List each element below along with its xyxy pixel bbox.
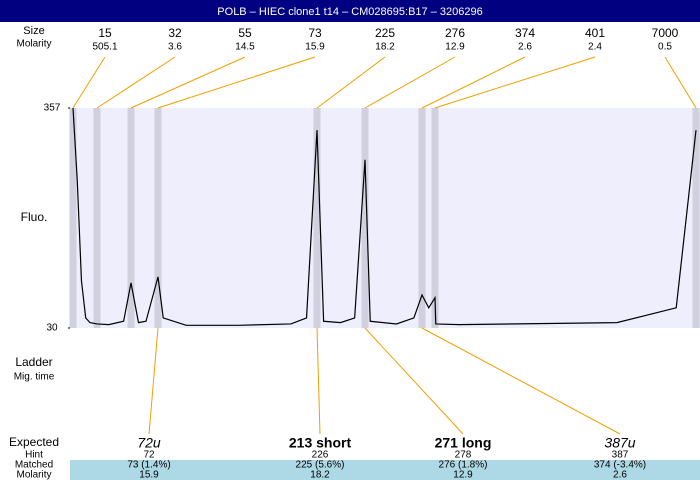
molarity-label: Molarity	[16, 39, 51, 50]
fragment-hint: 278	[455, 450, 472, 461]
fragment-name: 387u	[604, 435, 635, 451]
matched-label: Matched	[15, 460, 53, 471]
ladder-band	[361, 108, 369, 328]
ladder-size: 32	[168, 26, 182, 40]
ladder-size: 225	[375, 26, 395, 40]
hint-label: Hint	[25, 450, 43, 461]
fragment-molarity: 15.9	[139, 470, 159, 480]
ladder-molarity: 505.1	[92, 42, 117, 53]
expected-label: Expected	[9, 435, 59, 449]
ladder-band	[154, 108, 162, 328]
ladder-label: Size	[23, 25, 44, 37]
ladder-link	[130, 56, 246, 109]
fragment-link	[316, 327, 321, 435]
ladder-size: 73	[308, 26, 322, 40]
y-tick-label: 357	[44, 103, 61, 114]
trace	[72, 107, 697, 326]
ladder-link	[72, 56, 106, 109]
ladder-link	[421, 56, 526, 109]
fragment-molarity: 12.9	[453, 470, 473, 480]
fragment-matched: 225 (5.6%)	[296, 460, 345, 471]
ladder-link	[434, 56, 596, 109]
fragment-name: 72u	[137, 435, 161, 451]
fragment-hint: 72	[143, 450, 155, 461]
ladder-molarity: 3.6	[168, 42, 182, 53]
ladder-band	[692, 108, 700, 328]
ladder-link	[157, 56, 316, 109]
ladder-size: 55	[238, 26, 252, 40]
ladder-molarity: 15.9	[305, 42, 325, 53]
fragment-name: 271 long	[435, 435, 492, 451]
y-axis-label: Fluo.	[21, 210, 48, 224]
fragment-link	[421, 327, 621, 435]
ladder-size: 7000	[652, 26, 679, 40]
x-axis-sublabel: Mig. time	[14, 372, 55, 383]
ladder-molarity: 2.4	[588, 42, 602, 53]
fragment-matched: 374 (-3.4%)	[594, 460, 646, 471]
fragment-matched: 276 (1.8%)	[439, 460, 488, 471]
ladder-size: 15	[98, 26, 112, 40]
ladder-link	[316, 56, 386, 109]
fragment-link	[148, 327, 159, 435]
fragment-molarity: 2.6	[613, 470, 627, 480]
ladder-molarity: 0.5	[658, 42, 672, 53]
ladder-molarity: 12.9	[445, 42, 465, 53]
ladder-band	[93, 108, 101, 328]
ladder-link	[96, 56, 176, 109]
ladder-band	[313, 108, 321, 328]
matched-band	[70, 460, 700, 480]
ladder-molarity: 14.5	[235, 42, 255, 53]
y-tick-label: 30	[46, 323, 58, 334]
ladder-link	[364, 56, 456, 109]
ladder-molarity: 18.2	[375, 42, 395, 53]
fragment-name: 213 short	[289, 435, 352, 451]
ladder-band	[69, 108, 77, 328]
chart-title: POLB – HIEC clone1 t14 – CM028695:B17 – …	[217, 6, 482, 18]
fragment-molarity: 18.2	[310, 470, 330, 480]
title-bar	[0, 0, 700, 22]
molarity-row-label: Molarity	[16, 470, 51, 480]
fragment-hint: 387	[612, 450, 629, 461]
ladder-link	[664, 56, 697, 109]
fragment-matched: 73 (1.4%)	[127, 460, 170, 471]
plot-area	[70, 108, 700, 328]
ladder-band	[418, 108, 426, 328]
ladder-band	[431, 108, 439, 328]
ladder-molarity: 2.6	[518, 42, 532, 53]
x-axis-label: Ladder	[15, 355, 52, 369]
fragment-hint: 226	[312, 450, 329, 461]
ladder-size: 276	[445, 26, 465, 40]
fragment-link	[364, 327, 464, 435]
ladder-size: 401	[585, 26, 605, 40]
ladder-band	[127, 108, 135, 328]
ladder-size: 374	[515, 26, 535, 40]
